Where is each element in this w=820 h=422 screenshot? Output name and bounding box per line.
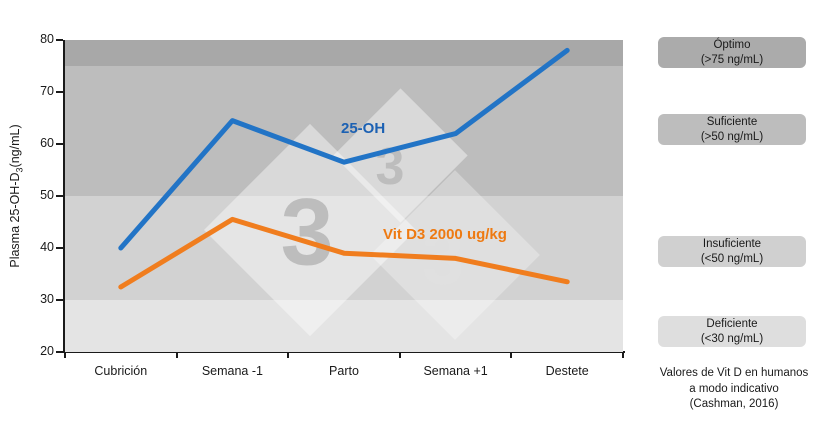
source-note-line: a modo indicativo	[689, 382, 779, 395]
zone-box-suficiente: Suficiente (>50 ng/mL)	[658, 114, 806, 145]
y-tick-label: 40	[40, 240, 54, 254]
source-note-line: Valores de Vit D en humanos	[659, 367, 809, 379]
series-label-vit-d3: Vit D3 2000 ug/kg	[383, 226, 507, 243]
zone-range: (<30 ng/mL)	[700, 332, 764, 345]
y-tick-mark	[56, 195, 63, 197]
x-category-label: Destete	[545, 364, 589, 378]
zone-label: Deficiente	[706, 318, 758, 331]
y-tick-mark	[56, 247, 63, 249]
x-axis-line	[63, 351, 625, 353]
x-tick-mark	[398, 353, 401, 358]
y-tick-label: 30	[40, 292, 54, 306]
x-category-label: Parto	[329, 364, 359, 378]
zone-band-2	[65, 196, 623, 300]
zone-label: Óptimo	[713, 39, 751, 52]
y-tick-label: 80	[40, 32, 54, 46]
zone-box-deficiente: Deficiente (<30 ng/mL)	[658, 316, 806, 347]
x-tick-mark	[622, 353, 624, 358]
series-line-0	[118, 47, 570, 251]
y-tick-label: 20	[40, 344, 54, 358]
x-category-label: Cubrición	[94, 364, 148, 378]
plot-area: 3 3 3 25-OH Vit D3 2000 ug/kg	[65, 40, 623, 352]
x-tick-mark	[287, 353, 290, 358]
source-note: Valores de Vit D en humanos a modo indic…	[650, 366, 818, 413]
zone-band-3	[65, 300, 623, 352]
zone-band-0	[65, 40, 623, 66]
x-category-label: Semana +1	[423, 364, 488, 378]
y-axis-title-text: Plasma 25-OH-D	[7, 172, 22, 268]
zone-range: (<50 ng/mL)	[700, 252, 764, 265]
x-tick-mark	[175, 353, 178, 358]
zone-range: (>75 ng/mL)	[700, 53, 764, 66]
zone-box-optimo: Óptimo (>75 ng/mL)	[658, 37, 806, 68]
y-tick-label: 60	[40, 136, 54, 150]
y-tick-label: 50	[40, 188, 54, 202]
y-tick-label: 70	[40, 84, 54, 98]
y-tick-mark	[56, 299, 63, 301]
y-axis-title-unit: (ng/mL)	[7, 124, 22, 168]
y-axis-title: Plasma 25-OH-D3(ng/mL)	[8, 124, 25, 267]
x-tick-mark	[510, 353, 513, 358]
y-tick-mark	[56, 91, 63, 93]
source-note-line: (Cashman, 2016)	[689, 398, 779, 411]
zone-range: (>50 ng/mL)	[700, 130, 764, 143]
y-tick-mark	[56, 143, 63, 145]
watermark-digit: 3	[280, 179, 334, 286]
y-tick-mark	[56, 39, 63, 41]
series-lines	[118, 47, 570, 290]
y-axis-title-subscript: 3	[14, 167, 25, 173]
series-line-1	[118, 216, 570, 290]
y-axis-line	[63, 40, 65, 353]
zone-label: Insuficiente	[702, 238, 762, 251]
x-tick-mark	[64, 353, 66, 358]
y-tick-mark	[56, 351, 63, 353]
series-label-25-oh: 25-OH	[341, 120, 386, 137]
zone-band-1	[65, 66, 623, 196]
zone-label: Suficiente	[706, 116, 758, 129]
zone-box-insuficiente: Insuficiente (<50 ng/mL)	[658, 236, 806, 267]
x-category-label: Semana -1	[201, 364, 263, 378]
